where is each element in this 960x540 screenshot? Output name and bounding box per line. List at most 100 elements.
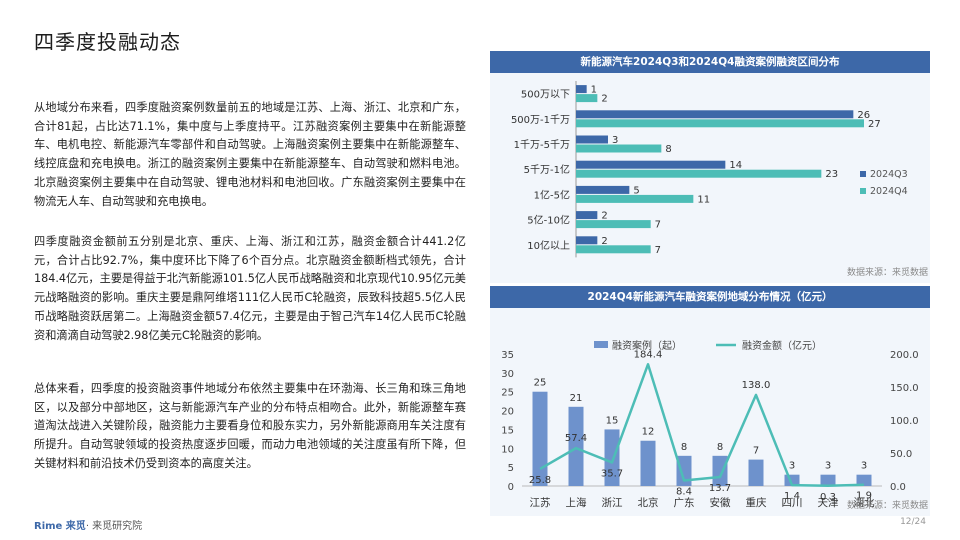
line-amount xyxy=(539,363,865,488)
legend-swatch-bar xyxy=(594,341,608,348)
y-right-tick: 200.0 xyxy=(890,350,919,361)
category-label: 1千万-5千万 xyxy=(514,139,570,151)
range-chart-panel: 新能源汽车2024Q3和2024Q4融资案例融资区间分布 500万以下 1 2 500… xyxy=(490,51,930,283)
x-category-label: 北京 xyxy=(638,496,659,509)
line-value-label: 13.7 xyxy=(709,483,731,494)
region-chart-panel: 2024Q4新能源汽车融资案例地域分布情况（亿元） 融资案例（起） 融资金额（亿元… xyxy=(490,286,930,516)
bar-value-label: 8 xyxy=(681,442,687,453)
bar-case-count xyxy=(748,459,764,486)
x-category-label: 上海 xyxy=(566,496,587,509)
bar-case-count xyxy=(676,455,692,486)
bar-value-label: 3 xyxy=(861,461,867,472)
logo-sub: · 来觅研究院 xyxy=(85,521,143,532)
bar-2024q4 xyxy=(576,169,822,178)
bar-2024q4 xyxy=(576,220,651,229)
data-label: 2 xyxy=(601,236,607,247)
x-category-label: 四川 xyxy=(782,497,803,509)
y-right-tick: 150.0 xyxy=(890,383,919,394)
bar-2024q3 xyxy=(576,110,854,119)
y-left-tick: 15 xyxy=(501,425,514,436)
paragraph-region-count: 从地域分布来看，四季度融资案例数量前五的地域是江苏、上海、浙江、北京和广东，合计… xyxy=(34,101,466,208)
y-left-tick: 20 xyxy=(501,407,514,418)
category-label: 5亿-10亿 xyxy=(527,214,570,227)
range-chart-body: 500万以下 1 2 500万-1千万 26 27 1千万-5千万 3 8 5千万-1亿 14 23 1… xyxy=(490,73,930,283)
y-right-tick: 0.0 xyxy=(890,482,906,493)
data-label: 1 xyxy=(591,85,597,96)
bar-value-label: 21 xyxy=(570,393,583,404)
page-number: 12/24 xyxy=(900,517,926,527)
data-label: 8 xyxy=(665,144,671,155)
line-value-label: 35.7 xyxy=(601,468,623,479)
data-label: 14 xyxy=(729,160,742,171)
bar-2024q4 xyxy=(576,245,651,254)
line-value-label: 1.4 xyxy=(784,491,800,502)
line-value-label: 138.0 xyxy=(742,380,771,391)
data-label: 3 xyxy=(612,135,618,146)
data-label: 7 xyxy=(655,220,661,231)
bar-value-label: 7 xyxy=(753,446,759,457)
bar-2024q4 xyxy=(576,194,694,203)
line-value-label: 25.8 xyxy=(529,475,551,486)
data-label: 2 xyxy=(601,94,607,105)
legend-label-line: 融资金额（亿元） xyxy=(742,339,822,352)
y-right-tick: 50.0 xyxy=(890,449,912,460)
y-left-tick: 10 xyxy=(501,444,514,455)
legend-label: 2024Q4 xyxy=(870,186,908,197)
x-category-label: 安徽 xyxy=(710,496,731,509)
y-left-tick: 35 xyxy=(501,350,514,361)
y-left-tick: 30 xyxy=(501,369,514,380)
logo-brand: Rime 来觅 xyxy=(34,521,86,532)
category-label: 5千万-1亿 xyxy=(524,163,570,176)
line-value-label: 57.4 xyxy=(565,433,587,444)
x-category-label: 天津 xyxy=(818,497,839,509)
bar-2024q3 xyxy=(576,185,630,194)
bar-2024q4 xyxy=(576,119,864,128)
bar-case-count xyxy=(640,440,656,486)
source-note-top: 数据来源：来觅数据 xyxy=(846,268,928,278)
y-right-tick: 100.0 xyxy=(890,416,919,427)
x-category-label: 湖北 xyxy=(854,497,875,509)
bar-value-label: 15 xyxy=(606,415,619,426)
bar-case-count xyxy=(568,406,584,486)
line-value-label: 1.9 xyxy=(856,491,872,502)
page-title: 四季度投融动态 xyxy=(34,30,181,54)
data-label: 5 xyxy=(633,185,639,196)
category-label: 500万以下 xyxy=(521,90,570,101)
x-category-label: 浙江 xyxy=(602,497,623,509)
bar-2024q4 xyxy=(576,94,598,103)
range-chart-title: 新能源汽车2024Q3和2024Q4融资案例融资区间分布 xyxy=(490,51,930,73)
bar-case-count xyxy=(712,455,728,486)
legend-label: 2024Q3 xyxy=(870,169,908,180)
category-label: 10亿以上 xyxy=(527,239,570,252)
brand-logo: Rime 来觅· 来觅研究院 xyxy=(34,517,142,532)
legend-label-bar: 融资案例（起） xyxy=(612,339,682,352)
bar-case-count xyxy=(820,474,836,486)
bar-value-label: 25 xyxy=(534,378,547,389)
category-label: 1亿-5亿 xyxy=(534,188,570,201)
bar-2024q3 xyxy=(576,236,598,245)
data-label: 2 xyxy=(601,211,607,222)
bar-case-count xyxy=(856,474,872,486)
data-label: 7 xyxy=(655,245,661,256)
region-chart: 融资案例（起） 融资金额（亿元） 0 5 10 15 20 25 30 35 0.0 50.0 100.… xyxy=(501,339,919,509)
line-value-label: 184.4 xyxy=(634,349,663,360)
x-category-label: 广东 xyxy=(674,496,695,509)
paragraph-amount: 四季度融资金额前五分别是北京、重庆、上海、浙江和江苏，融资金额合计441.2亿元… xyxy=(34,235,466,342)
data-label: 11 xyxy=(697,194,710,205)
source-note-bottom: 数据来源：来觅数据 xyxy=(846,501,928,511)
legend-swatch xyxy=(860,188,866,194)
y-left-tick: 5 xyxy=(508,463,514,474)
bar-value-label: 12 xyxy=(642,427,655,438)
bar-case-count xyxy=(532,391,548,486)
bar-case-count xyxy=(604,429,620,486)
category-label: 500万-1千万 xyxy=(511,114,570,126)
line-value-label: 8.4 xyxy=(676,486,692,497)
y-left-tick: 25 xyxy=(501,388,514,399)
x-category-label: 重庆 xyxy=(746,496,767,509)
bar-case-count xyxy=(784,474,800,486)
region-chart-body: 融资案例（起） 融资金额（亿元） 0 5 10 15 20 25 30 35 0.0 50.0 100.… xyxy=(490,308,930,516)
x-category-label: 江苏 xyxy=(530,496,551,509)
paragraph-summary: 总体来看，四季度的投资融资事件地域分布依然主要集中在环渤海、长三角和珠三角地区，… xyxy=(34,382,466,470)
bar-value-label: 3 xyxy=(825,461,831,472)
